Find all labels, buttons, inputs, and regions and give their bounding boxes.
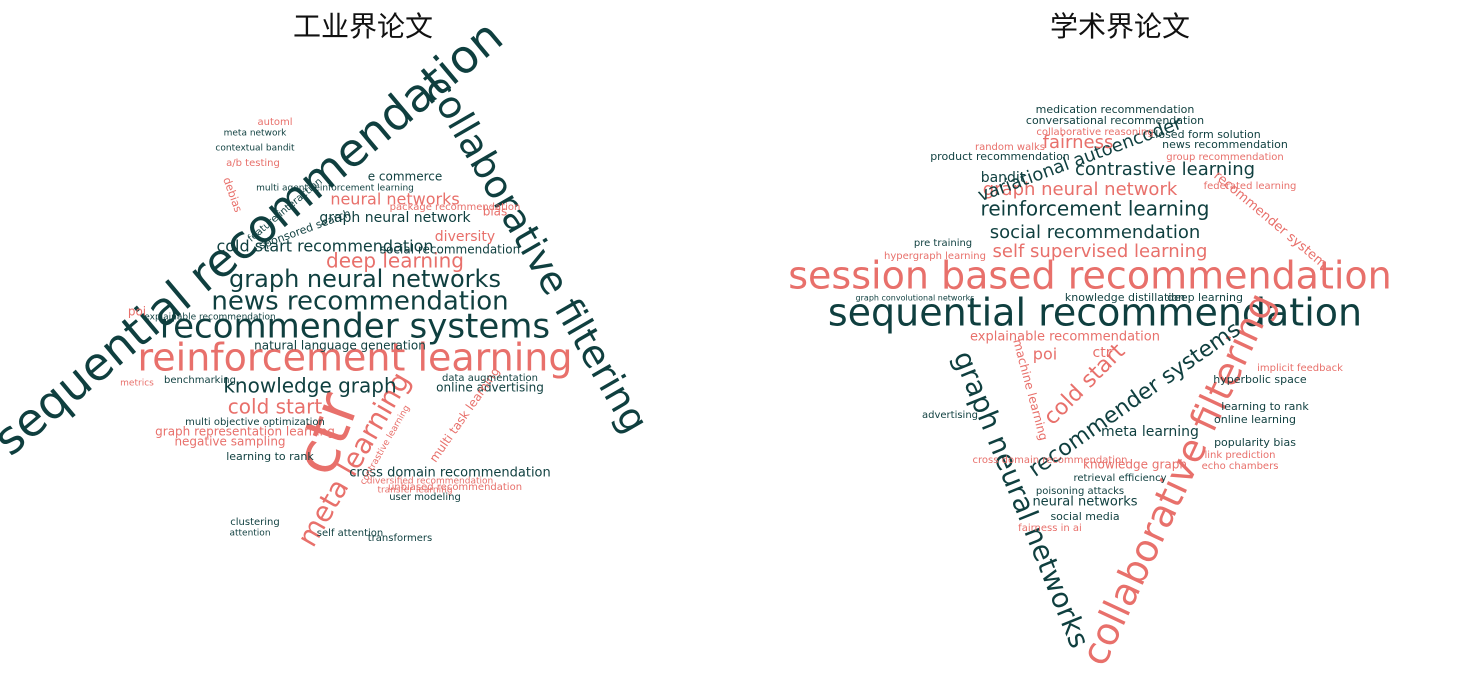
word: social recommendation xyxy=(380,243,520,257)
word: package recommendation xyxy=(390,202,521,213)
word: fairness in ai xyxy=(1018,523,1082,534)
word: bandit xyxy=(981,170,1026,186)
word: news recommendation xyxy=(211,287,508,317)
word: contrastive learning xyxy=(1075,159,1255,180)
word: news recommendation xyxy=(1162,138,1288,151)
word: conversational recommendation xyxy=(1026,114,1204,127)
word: neural networks xyxy=(330,190,459,209)
word: metrics xyxy=(120,379,154,389)
word: reinforcement learning xyxy=(138,336,573,380)
word: transfer learning xyxy=(377,486,452,496)
word: graph representation learning xyxy=(155,425,335,439)
word: product recommendation xyxy=(930,150,1070,163)
word: e commerce xyxy=(368,170,443,184)
word: diversity xyxy=(435,229,495,245)
word: user modeling xyxy=(389,492,461,503)
word: recommender systems xyxy=(160,307,550,347)
word: self supervised learning xyxy=(993,241,1208,262)
word: negative sampling xyxy=(174,435,285,449)
left-title: 工业界论文 xyxy=(293,10,433,43)
word: learning to rank xyxy=(1221,400,1309,413)
word: explainable recommendation xyxy=(144,313,276,323)
word: debias xyxy=(220,176,245,215)
word: hypergraph learning xyxy=(884,251,986,262)
word: self attention xyxy=(317,528,383,539)
word: attention xyxy=(229,529,270,539)
word: implicit feedback xyxy=(1257,363,1343,374)
word: graph convolutional networks xyxy=(856,294,975,303)
word: graph neural networks xyxy=(229,265,501,293)
word: learning to rank xyxy=(226,450,314,463)
word: cross domain recommendation xyxy=(973,455,1128,466)
word: social recommendation xyxy=(990,222,1201,243)
right-title: 学术界论文 xyxy=(1050,10,1190,43)
word: benchmarking xyxy=(164,375,236,386)
word: clustering xyxy=(230,517,279,528)
word: automl xyxy=(257,117,292,128)
word: advertising xyxy=(922,410,978,421)
word: hyperbolic space xyxy=(1213,373,1307,386)
word: cross domain recommendation xyxy=(349,466,551,481)
word: ctr xyxy=(1093,345,1112,361)
word: transformers xyxy=(368,533,433,544)
word: cold start recommendation xyxy=(216,237,433,256)
word: deep learning xyxy=(1167,291,1243,304)
word: graph neural network xyxy=(983,179,1178,200)
word: knowledge graph xyxy=(223,374,396,398)
word: medication recommendation xyxy=(1036,103,1195,116)
word: session based recommendation xyxy=(788,254,1392,298)
word: pre training xyxy=(914,238,972,249)
word: neural networks xyxy=(1032,495,1137,510)
word: multi agent reinforcement learning xyxy=(256,184,414,194)
word: sequential recommendation xyxy=(828,291,1362,335)
word: a/b testing xyxy=(226,158,280,169)
word: online learning xyxy=(1214,413,1296,426)
word: deep learning xyxy=(326,249,464,273)
word: bias xyxy=(483,205,508,219)
word: closed form solution xyxy=(1149,128,1261,141)
word: cold start xyxy=(228,395,323,419)
word: link prediction xyxy=(1204,450,1275,461)
word: online advertising xyxy=(436,381,544,395)
word: poisoning attacks xyxy=(1036,486,1124,497)
word: knowledge graph xyxy=(1083,458,1187,472)
word: graph neural network xyxy=(319,210,471,226)
word: poi xyxy=(128,305,146,319)
word: group recommendation xyxy=(1166,152,1284,163)
word: reinforcement learning xyxy=(981,197,1210,221)
word: diversified recommendation xyxy=(367,477,493,487)
word: knowledge distillation xyxy=(1065,291,1185,304)
word: contextual bandit xyxy=(215,144,295,154)
word: echo chambers xyxy=(1202,461,1279,472)
word: poi xyxy=(1033,345,1057,364)
word: multi objective optimization xyxy=(185,417,325,428)
word: explainable recommendation xyxy=(970,330,1160,345)
word: meta learning xyxy=(1101,424,1199,440)
word: popularity bias xyxy=(1214,436,1296,449)
word: data augmentation xyxy=(442,373,538,384)
word: retrieval efficiency xyxy=(1073,473,1166,484)
word: fairness xyxy=(1043,132,1114,153)
word: random walks xyxy=(975,142,1045,153)
word: natural language generation xyxy=(254,339,426,353)
word: social media xyxy=(1050,510,1119,523)
word: unbiased recommendation xyxy=(388,482,522,493)
word: collaborative reasoning xyxy=(1036,127,1153,138)
word: meta network xyxy=(224,129,288,139)
word: federated learning xyxy=(1204,181,1297,192)
